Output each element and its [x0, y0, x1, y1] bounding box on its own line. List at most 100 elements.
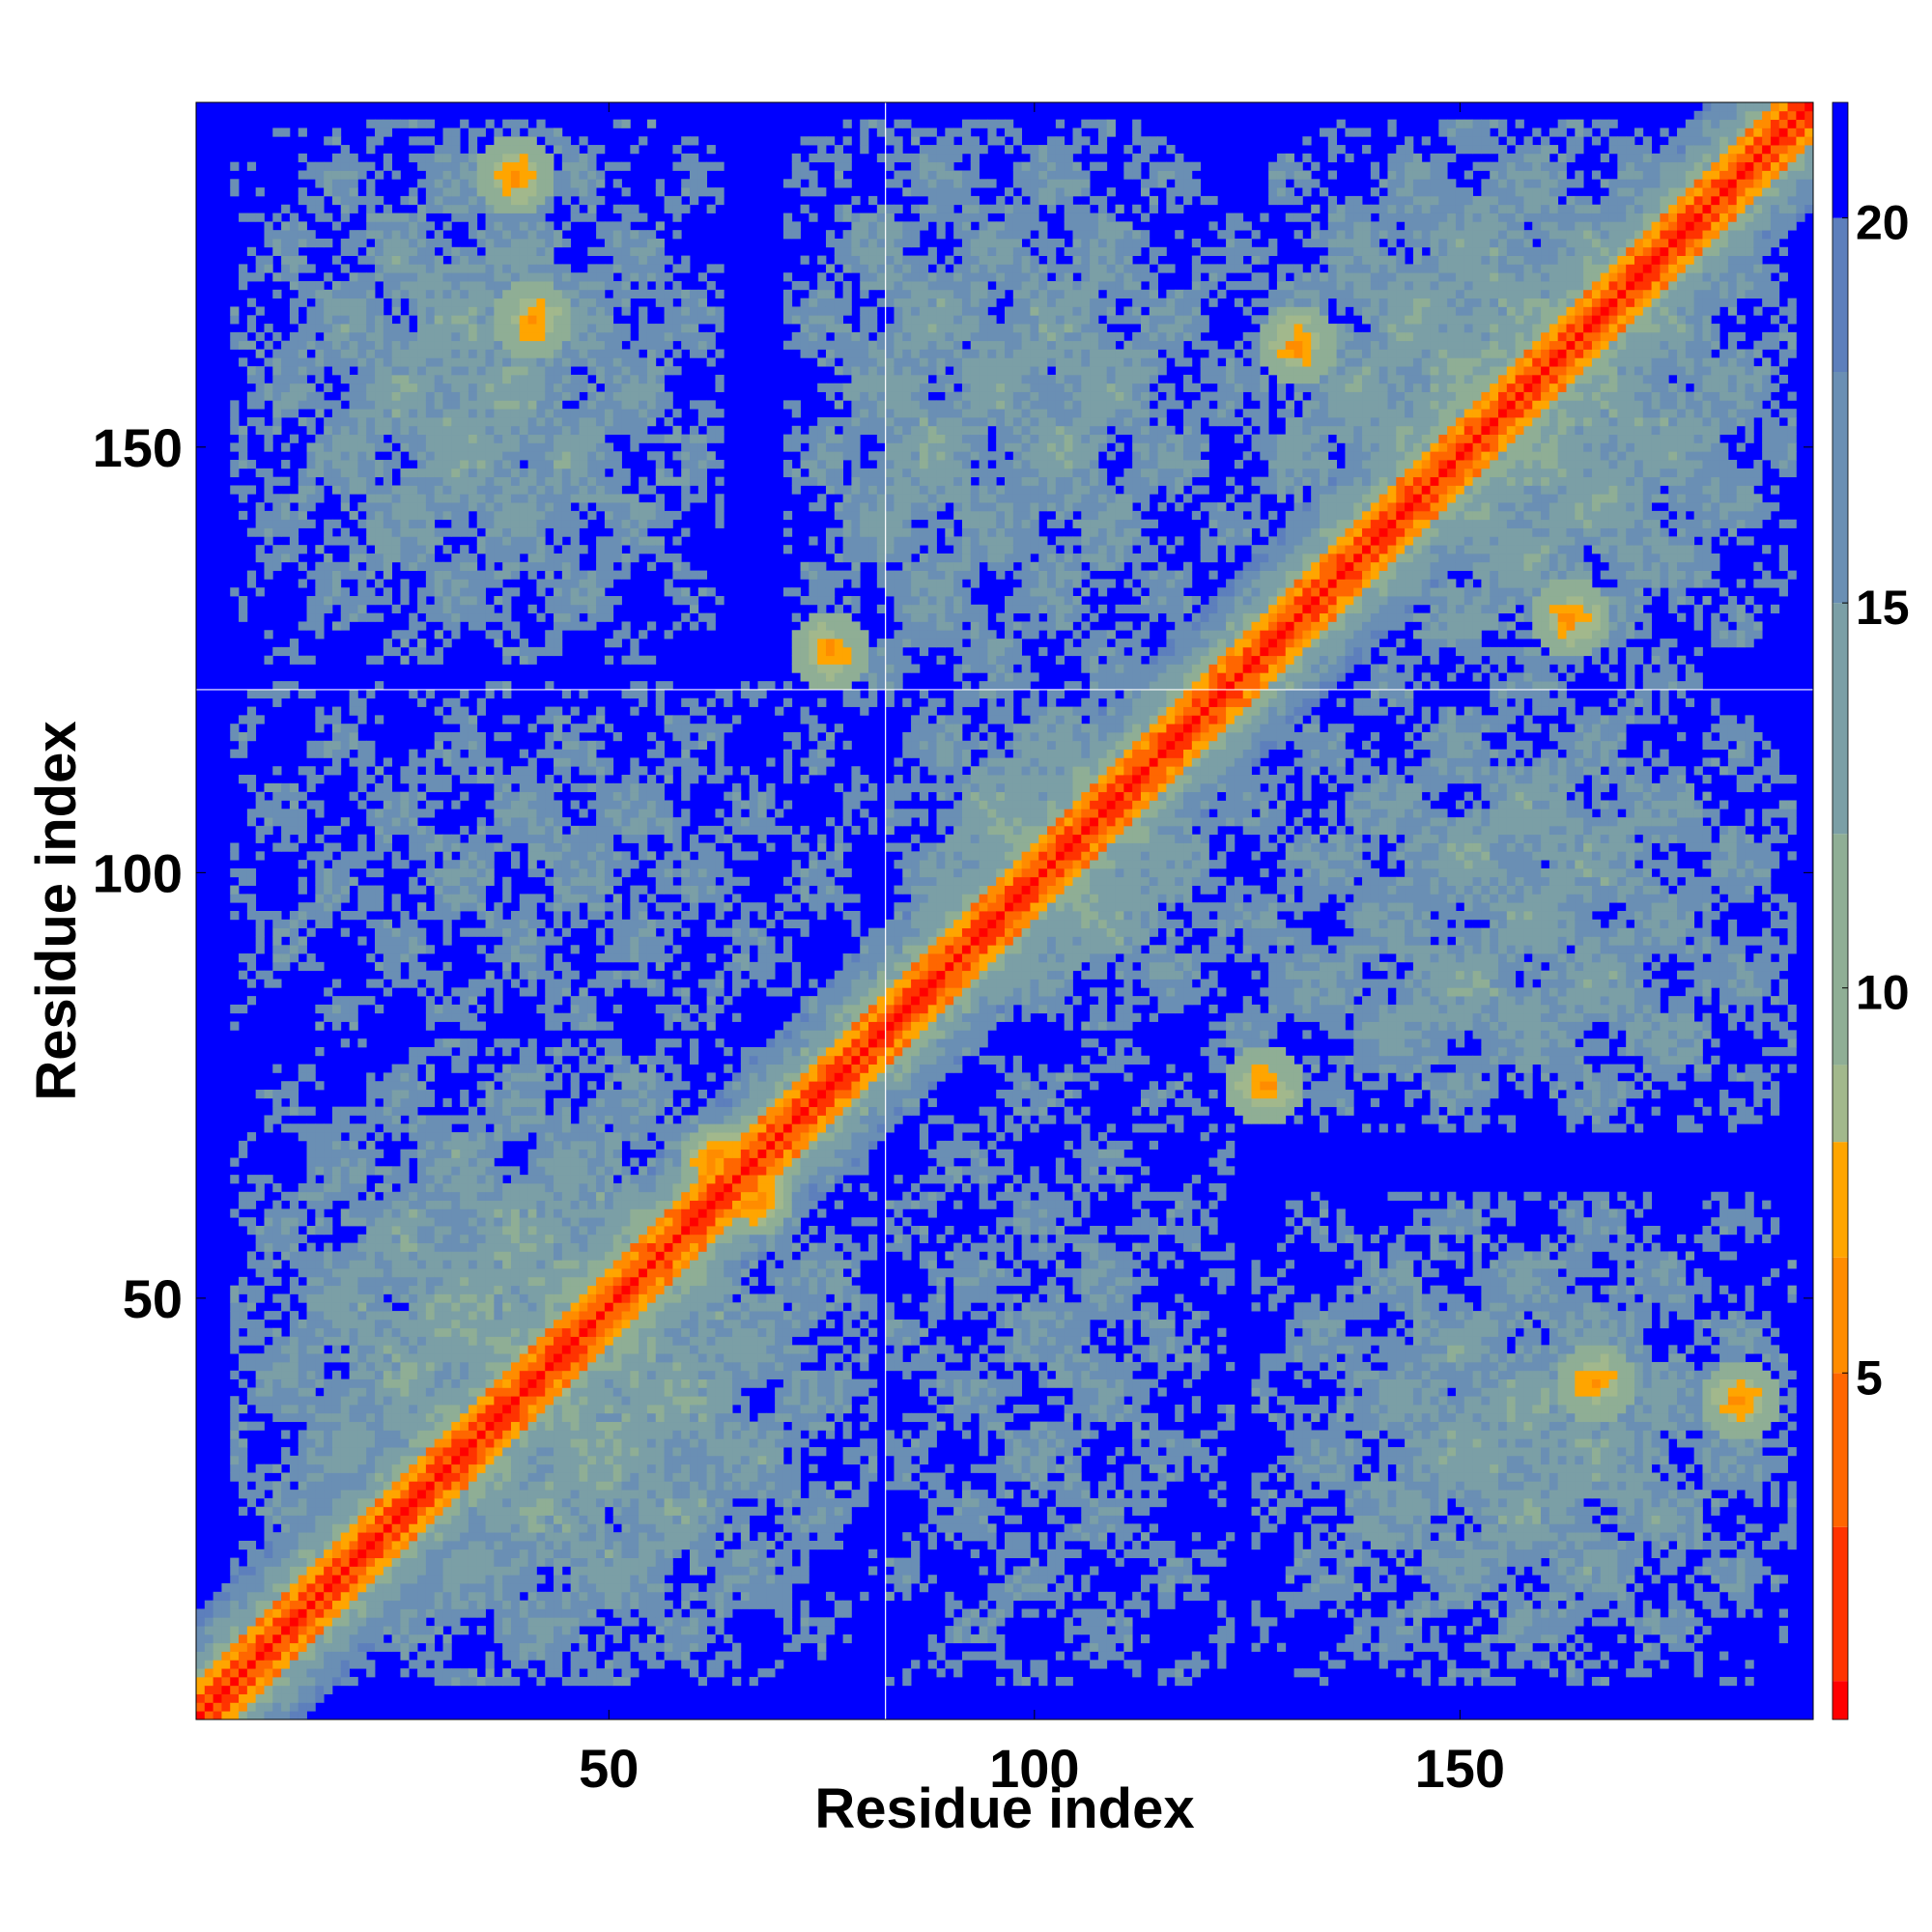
heatmap-cell [357, 1583, 366, 1592]
heatmap-cell [332, 1583, 341, 1592]
heatmap-cell [554, 1490, 562, 1498]
heatmap-cell [324, 1677, 332, 1686]
heatmap-cell [315, 920, 324, 928]
heatmap-cell [451, 554, 460, 562]
heatmap-cell [409, 1617, 417, 1626]
heatmap-cell [350, 230, 358, 239]
heatmap-cell [502, 264, 511, 272]
heatmap-cell [528, 264, 537, 272]
heatmap-cell [435, 647, 443, 656]
heatmap-cell [554, 528, 562, 537]
heatmap-cell [409, 1081, 417, 1090]
heatmap-cell [290, 1277, 298, 1286]
heatmap-cell [281, 920, 290, 928]
heatmap-cell [392, 1072, 401, 1081]
heatmap-cell [511, 1387, 520, 1396]
heatmap-cell [426, 613, 435, 622]
heatmap-cell [272, 400, 281, 409]
heatmap-cell [256, 528, 265, 537]
heatmap-cell [460, 451, 469, 460]
heatmap-cell [315, 750, 324, 758]
heatmap-cell [417, 1320, 426, 1328]
heatmap-cell [520, 1549, 528, 1558]
heatmap-cell [315, 1166, 324, 1175]
heatmap-cell [486, 1345, 495, 1353]
heatmap-cell [451, 587, 460, 596]
heatmap-cell [332, 579, 341, 587]
heatmap-cell [409, 817, 417, 826]
heatmap-cell [290, 1243, 298, 1252]
heatmap-cell [477, 1345, 486, 1353]
heatmap-cell [247, 1293, 256, 1302]
heatmap-cell [315, 366, 324, 375]
heatmap-cell [460, 1498, 469, 1507]
heatmap-cell [417, 120, 426, 128]
heatmap-cell [460, 1260, 469, 1268]
heatmap-cell [332, 1481, 341, 1490]
heatmap-cell [409, 545, 417, 554]
heatmap-cell [290, 1107, 298, 1116]
heatmap-cell [264, 826, 272, 835]
heatmap-cell [256, 1549, 265, 1558]
heatmap-cell [511, 162, 520, 171]
heatmap-cell [332, 417, 341, 426]
heatmap-cell [357, 1038, 366, 1047]
heatmap-cell [375, 315, 384, 324]
heatmap-cell [477, 1286, 486, 1294]
heatmap-cell [477, 375, 486, 384]
heatmap-cell [366, 1634, 375, 1643]
heatmap-cell [366, 469, 375, 477]
heatmap-cell [494, 1464, 502, 1473]
heatmap-cell [494, 757, 502, 766]
heatmap-cell [366, 1601, 375, 1609]
heatmap-cell [536, 1353, 545, 1362]
heatmap-cell [196, 1677, 205, 1686]
heatmap-cell [281, 1660, 290, 1668]
heatmap-cell [350, 1345, 358, 1353]
heatmap-cell [443, 290, 452, 298]
heatmap-cell [375, 170, 384, 179]
heatmap-cell [332, 1626, 341, 1634]
heatmap-cell [494, 1387, 502, 1396]
heatmap-cell [375, 656, 384, 665]
heatmap-cell [536, 1422, 545, 1431]
heatmap-cell [554, 1353, 562, 1362]
heatmap-cell [290, 1711, 298, 1719]
heatmap-cell [545, 502, 554, 511]
heatmap-cell [298, 494, 307, 502]
heatmap-cell [460, 715, 469, 724]
heatmap-cell [536, 1516, 545, 1524]
heatmap-cell [426, 1098, 435, 1107]
heatmap-cell [426, 1047, 435, 1056]
heatmap-cell [435, 979, 443, 987]
heatmap-cell [554, 230, 562, 239]
heatmap-cell [545, 1516, 554, 1524]
heatmap-cell [341, 357, 350, 366]
heatmap-cell [443, 477, 452, 486]
heatmap-cell [486, 366, 495, 375]
heatmap-cell [264, 800, 272, 809]
heatmap-cell [400, 1293, 409, 1302]
heatmap-cell [443, 315, 452, 324]
heatmap-cell [536, 442, 545, 451]
heatmap-cell [375, 1583, 384, 1592]
heatmap-cell [520, 400, 528, 409]
heatmap-cell [469, 205, 477, 213]
heatmap-cell [307, 1183, 316, 1192]
heatmap-cell [545, 1166, 554, 1175]
heatmap-cell [486, 1132, 495, 1141]
heatmap-cell [528, 1601, 537, 1609]
heatmap-cell [409, 775, 417, 783]
heatmap-cell [426, 1516, 435, 1524]
heatmap-cell [528, 1668, 537, 1677]
heatmap-cell [196, 1660, 205, 1668]
heatmap-cell [554, 1575, 562, 1583]
heatmap-cell [486, 1235, 495, 1243]
heatmap-cell [332, 715, 341, 724]
heatmap-cell [451, 357, 460, 366]
heatmap-cell [528, 775, 537, 783]
heatmap-cell [477, 826, 486, 835]
heatmap-cell [230, 1668, 239, 1677]
heatmap-cell [272, 1677, 281, 1686]
heatmap-cell [409, 945, 417, 953]
